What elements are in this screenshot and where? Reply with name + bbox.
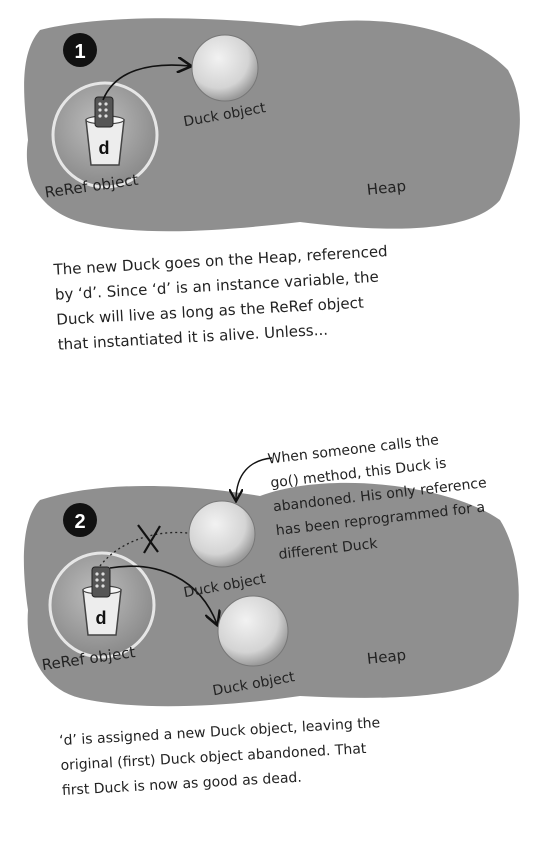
heap-blob-1 xyxy=(24,18,520,232)
heap-label-1: Heap xyxy=(366,177,407,199)
reref-object-2: d xyxy=(48,551,156,659)
step-badge-2 xyxy=(63,503,97,537)
reference-variable-d-2: d xyxy=(96,608,107,628)
caption-2: ‘d’ is assigned a new Duck object, leavi… xyxy=(59,715,381,799)
reref-object-1: d xyxy=(51,81,159,189)
remote-control-icon xyxy=(91,566,111,598)
step-badge-1 xyxy=(63,33,97,67)
panel-2: 2 d ReRef object Duck object xyxy=(23,432,519,799)
cross-out-x-icon xyxy=(137,524,161,554)
reference-arrow-1 xyxy=(102,65,190,101)
new-reference-arrow xyxy=(109,565,217,624)
step-number-2: 2 xyxy=(74,511,85,533)
panel-1: 1 d ReRef object Duck object Heap The ne… xyxy=(24,18,520,354)
new-duck-object xyxy=(217,595,289,667)
step-number-1: 1 xyxy=(74,41,85,63)
abandoned-duck-object xyxy=(188,500,256,568)
reference-variable-d: d xyxy=(99,138,110,158)
duck-object-1 xyxy=(191,34,259,102)
remote-control-icon xyxy=(94,96,114,128)
callout-arrow xyxy=(236,457,273,500)
heap-label-2: Heap xyxy=(366,646,407,668)
caption-2-line-3: first Duck is now as good as dead. xyxy=(62,770,303,799)
broken-reference-line xyxy=(99,531,196,567)
caption-1: The new Duck goes on the Heap, reference… xyxy=(52,242,388,354)
